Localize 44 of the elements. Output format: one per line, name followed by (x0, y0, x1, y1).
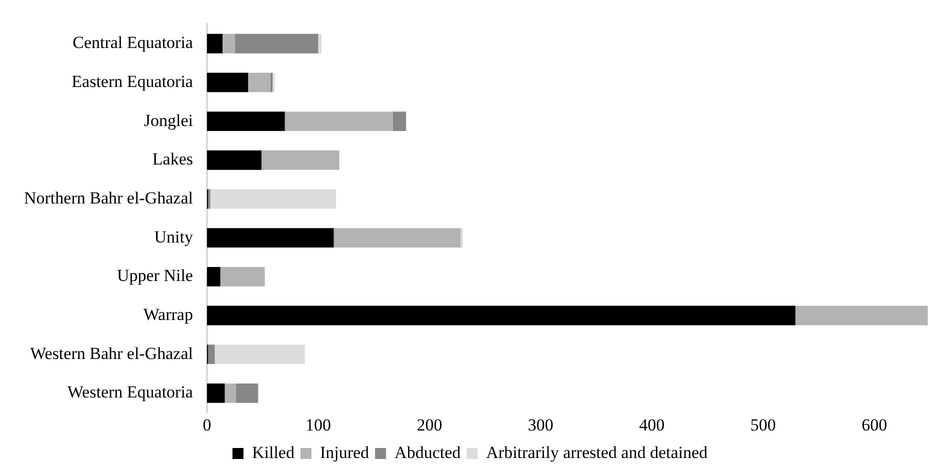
legend-label: Abducted (394, 442, 462, 462)
legend-label: Killed (252, 442, 295, 462)
bar (236, 383, 258, 403)
bar (206, 266, 220, 286)
bar (795, 306, 928, 326)
y-tick-label: Eastern Equatoria (72, 72, 194, 91)
bar (206, 228, 334, 248)
x-tick-label: 400 (639, 415, 665, 434)
legend-label: Injured (320, 442, 370, 462)
y-tick-label: Unity (154, 227, 194, 246)
bar (220, 266, 265, 286)
y-tick-label: Northern Bahr el-Ghazal (24, 188, 194, 208)
legend-label: Arbitrarily arrested and detained (486, 442, 708, 462)
x-tick-label: 300 (528, 415, 554, 434)
bar (206, 150, 262, 170)
bar (261, 150, 340, 170)
bar (206, 383, 225, 403)
x-tick-label: 200 (416, 415, 442, 434)
y-tick-label: Western Bahr el-Ghazal (30, 344, 194, 363)
y-tick-label: Lakes (152, 150, 193, 169)
bar (284, 112, 393, 132)
bar (248, 72, 270, 92)
y-tick-label: Western Equatoria (67, 382, 194, 402)
bar (208, 344, 215, 364)
bar (210, 189, 336, 209)
bar (206, 72, 248, 92)
y-tick-label: Upper Nile (116, 266, 193, 286)
bar (206, 306, 796, 326)
bar (334, 228, 461, 248)
x-tick-label: 100 (305, 415, 331, 434)
bar (224, 383, 236, 403)
x-tick-label: 0 (202, 415, 212, 434)
y-tick-label: Jonglei (144, 110, 194, 130)
bar (234, 34, 318, 54)
bar (318, 34, 322, 54)
x-tick-label: 600 (862, 415, 888, 434)
bar (222, 34, 235, 54)
x-tick-label: 500 (750, 415, 776, 434)
y-tick-label: Warrap (143, 304, 193, 324)
bar (206, 112, 285, 132)
y-tick-label: Central Equatoria (72, 33, 194, 52)
bar (206, 34, 223, 54)
bar (392, 112, 406, 132)
bar (214, 344, 305, 364)
